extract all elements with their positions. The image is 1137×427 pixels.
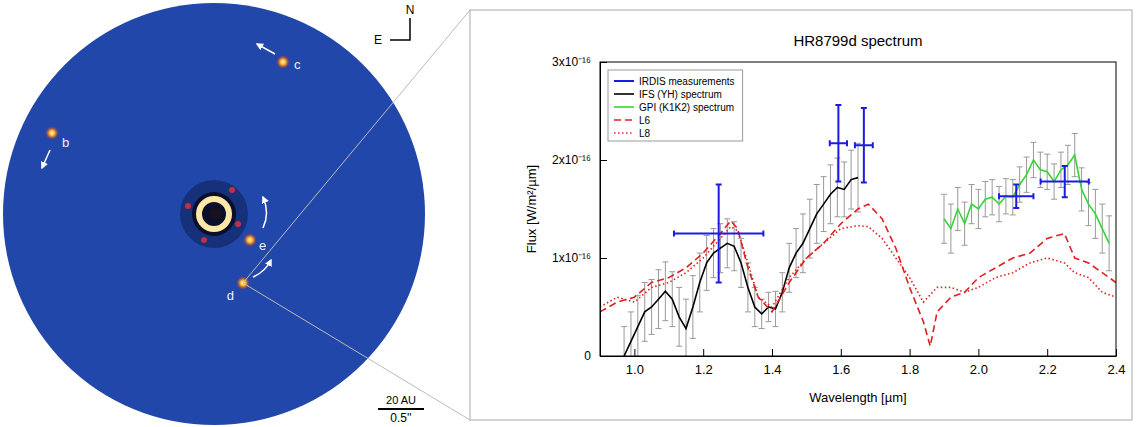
speckle-ring xyxy=(199,199,229,229)
spectrum-line xyxy=(624,178,858,356)
spectrum-box xyxy=(470,10,1132,420)
chart-title: HR8799d spectrum xyxy=(793,32,922,49)
measurement-x-error xyxy=(855,142,873,148)
sky-field xyxy=(3,3,425,425)
x-axis-title: Wavelength [µm] xyxy=(809,390,906,405)
y-tick-mark xyxy=(600,356,607,357)
connector-line xyxy=(243,10,470,283)
y-axis: 0 1x10⁻¹⁶ 2x10⁻¹⁶ 3x10⁻¹⁶ xyxy=(552,55,607,363)
x-tick-label: 1.0 xyxy=(626,362,644,377)
x-tick: 1.4 xyxy=(763,349,781,377)
y-tick-mark xyxy=(600,62,607,63)
y-tick: 1x10⁻¹⁶ xyxy=(552,251,607,265)
spectrum-chart: 1.0 1.2 1.4 1.6 1.8 2.0 2.2 2.4 0 1x10⁻¹⁶ 2x10⁻¹⁶ 3… xyxy=(524,32,1126,405)
x-tick-mark xyxy=(841,349,842,356)
speckle-blob xyxy=(201,237,207,243)
planet-label: c xyxy=(294,57,301,72)
x-tick: 2.0 xyxy=(970,349,988,377)
y-tick: 3x10⁻¹⁶ xyxy=(552,55,607,69)
speckle-halo xyxy=(180,180,248,248)
x-tick-label: 2.0 xyxy=(970,362,988,377)
x-tick-mark xyxy=(910,349,911,356)
x-tick-mark xyxy=(978,349,979,356)
x-tick-mark xyxy=(1047,349,1048,356)
x-tick: 1.8 xyxy=(901,349,919,377)
spectrum-line xyxy=(944,155,1109,243)
plot-area xyxy=(600,105,1116,356)
legend-label: IRDIS measurements xyxy=(639,76,735,87)
speckle-core xyxy=(192,192,236,236)
x-tick-mark xyxy=(703,349,704,356)
x-axis: 1.0 1.2 1.4 1.6 1.8 2.0 2.2 2.4 xyxy=(601,349,1126,377)
motion-arrow xyxy=(257,44,275,54)
y-tick-label: 0 xyxy=(584,349,591,363)
y-tick-label: 2x10⁻¹⁶ xyxy=(552,153,591,167)
compass-north: N xyxy=(406,3,415,17)
speckle-blob xyxy=(235,221,241,227)
y-tick: 0 xyxy=(584,349,607,363)
y-axis-line xyxy=(600,63,601,357)
legend-label: GPI (K1K2) spectrum xyxy=(639,102,734,113)
x-tick-mark xyxy=(634,349,635,356)
y-axis-title: Flux [W/m²/µm] xyxy=(524,165,539,253)
x-tick-label: 1.6 xyxy=(832,362,850,377)
scale-bar-length: 20 AU xyxy=(386,394,416,406)
x-tick-label: 1.2 xyxy=(695,362,713,377)
motion-arrow xyxy=(42,150,50,168)
legend-box xyxy=(608,70,743,141)
measurement-x-error xyxy=(999,193,1033,199)
x-tick-label: 2.4 xyxy=(1107,362,1125,377)
compass-lines xyxy=(390,18,410,40)
scale-bar xyxy=(378,408,424,410)
legend-label: L8 xyxy=(639,128,651,139)
x-tick: 1.6 xyxy=(832,349,850,377)
x-tick-label: 1.8 xyxy=(901,362,919,377)
legend-swatch xyxy=(614,106,634,108)
legend-swatch xyxy=(614,93,634,95)
figure: b c e d N E 20 AU 0.5'' 1.0 1.2 1.4 1.6 1.8 2.0 2.2 2.4… xyxy=(0,0,1137,427)
legend-swatch xyxy=(614,80,634,82)
compass-east: E xyxy=(374,33,382,47)
legend-swatch xyxy=(614,119,634,121)
connector-line xyxy=(243,283,470,420)
x-tick: 1.0 xyxy=(626,349,644,377)
scale-bar-angle: 0.5'' xyxy=(390,411,411,425)
legend: IRDIS measurements IFS (YH) spectrum GPI (… xyxy=(608,70,743,141)
legend-swatch xyxy=(614,132,634,134)
y-tick-label: 1x10⁻¹⁶ xyxy=(552,251,591,265)
error-bar xyxy=(628,312,634,356)
spectrum-line xyxy=(600,226,1116,307)
legend-label: IFS (YH) spectrum xyxy=(639,89,722,100)
y-tick-mark xyxy=(600,160,607,161)
planet-glow xyxy=(45,126,59,140)
x-tick-mark xyxy=(772,349,773,356)
y-tick-label: 3x10⁻¹⁶ xyxy=(552,55,591,69)
measurement-x-error xyxy=(830,140,847,146)
planet-glow xyxy=(243,233,257,247)
planet-label: e xyxy=(259,238,266,253)
y-tick-mark xyxy=(600,258,607,259)
legend-label: L6 xyxy=(639,115,651,126)
speckle-blob xyxy=(229,187,235,193)
x-tick-label: 1.4 xyxy=(763,362,781,377)
motion-arrow xyxy=(263,197,267,228)
x-tick: 1.2 xyxy=(695,349,713,377)
measurement-x-error xyxy=(1041,179,1089,185)
speckle-blob xyxy=(185,203,191,209)
y-tick: 2x10⁻¹⁶ xyxy=(552,153,607,167)
measurement-x-error xyxy=(674,231,763,237)
x-tick: 2.4 xyxy=(1107,349,1125,377)
speckle-inner xyxy=(210,208,222,220)
x-tick-mark xyxy=(1116,349,1117,356)
x-axis-line xyxy=(601,356,1117,357)
sky-image-panel: b c e d N E 20 AU 0.5'' xyxy=(3,3,425,425)
spectrum-line xyxy=(600,204,1116,346)
planet-label: b xyxy=(62,135,69,150)
x-tick: 2.2 xyxy=(1039,349,1057,377)
x-tick-label: 2.2 xyxy=(1039,362,1057,377)
planet-glow xyxy=(276,55,290,69)
planet-label: d xyxy=(227,288,234,303)
plot-frame xyxy=(600,62,1116,356)
